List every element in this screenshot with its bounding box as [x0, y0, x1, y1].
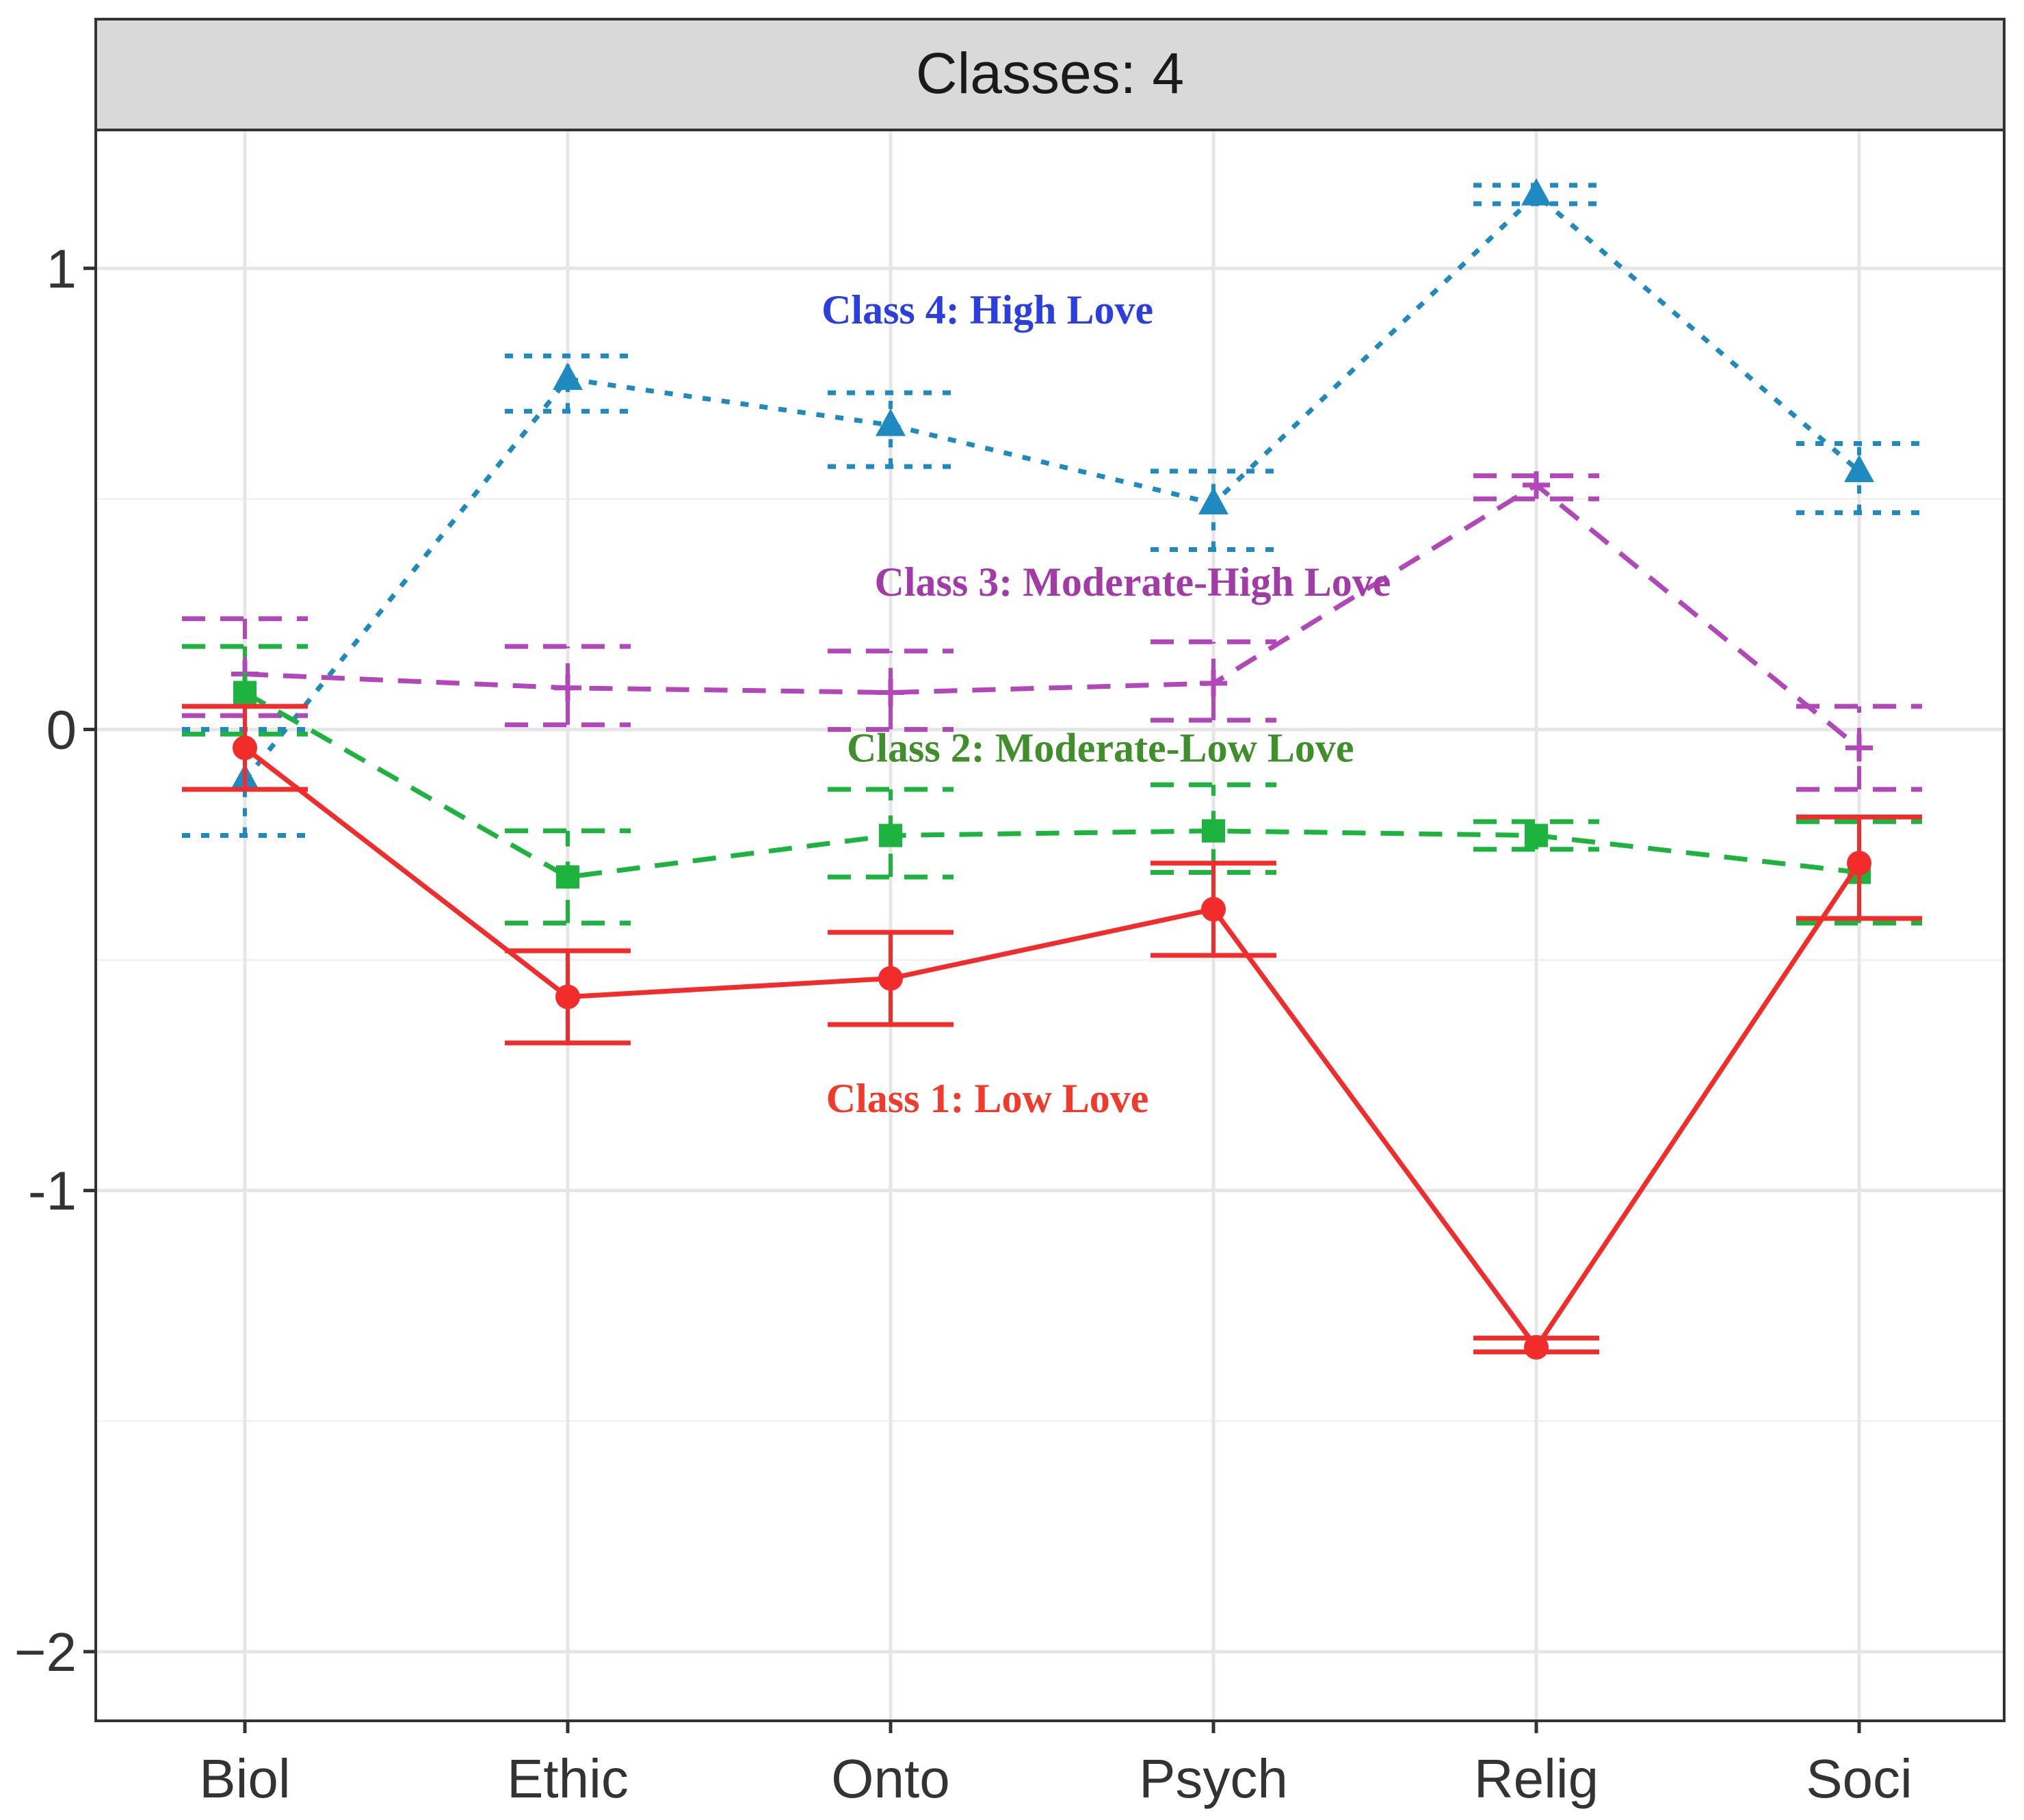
y-axis: −2 -1 0 1: [14, 238, 96, 1683]
data-point: [555, 984, 580, 1010]
series-1: [182, 178, 1922, 839]
data-point: [553, 362, 583, 391]
data-point: [1200, 670, 1227, 698]
data-point: [233, 735, 257, 761]
data-point: [1202, 819, 1225, 843]
strip-background: [94, 18, 2006, 131]
series-line: [244, 690, 1860, 880]
y-tick-label: −2: [14, 1622, 77, 1683]
data-point: [877, 678, 904, 707]
data-point: [1523, 471, 1550, 499]
series-4: [182, 704, 1922, 1360]
strip-title: Classes: 4: [916, 41, 1184, 105]
data-point: [1525, 823, 1548, 847]
data-point: [1521, 178, 1551, 206]
series-annotation: Class 2: Moderate-Low Love: [847, 726, 1354, 771]
data-point: [1198, 487, 1228, 515]
series-annotation: Class 4: High Love: [822, 287, 1153, 332]
data-point: [876, 408, 906, 436]
series-2: [182, 471, 1922, 792]
data-point: [556, 865, 579, 889]
data-point: [1847, 850, 1871, 875]
data-point: [878, 966, 903, 991]
data-point: [233, 681, 257, 704]
x-axis: Biol Ethic Onto Psych Relig Soci: [199, 1721, 1913, 1809]
data-point: [1201, 897, 1226, 922]
series-layer: [182, 178, 1922, 1360]
series-annotation: Class 1: Low Love: [826, 1076, 1149, 1121]
x-tick-label: Ethic: [507, 1748, 629, 1809]
series-annotation: Class 3: Moderate-High Love: [875, 559, 1391, 605]
annotation-layer: Class 4: High Love Class 3: Moderate-High…: [822, 287, 1391, 1121]
x-tick-label: Soci: [1806, 1748, 1913, 1809]
x-tick-label: Onto: [831, 1748, 949, 1809]
data-point: [1844, 454, 1874, 482]
y-tick-label: -1: [28, 1161, 77, 1222]
series-line: [243, 746, 1861, 1350]
grid-minor: [96, 497, 2004, 1423]
x-tick-label: Psych: [1139, 1748, 1288, 1809]
data-point: [879, 823, 902, 847]
data-point: [1845, 734, 1873, 762]
y-tick-label: 1: [47, 238, 77, 299]
series-line: [243, 192, 1861, 782]
series-line: [244, 482, 1861, 750]
x-tick-label: Biol: [199, 1748, 290, 1809]
plot-border: [94, 129, 2006, 1722]
data-point: [554, 674, 581, 702]
x-tick-label: Relig: [1474, 1748, 1599, 1809]
plot-panel: [96, 130, 2004, 1721]
y-tick-label: 0: [47, 699, 77, 760]
data-point: [1524, 1334, 1549, 1360]
